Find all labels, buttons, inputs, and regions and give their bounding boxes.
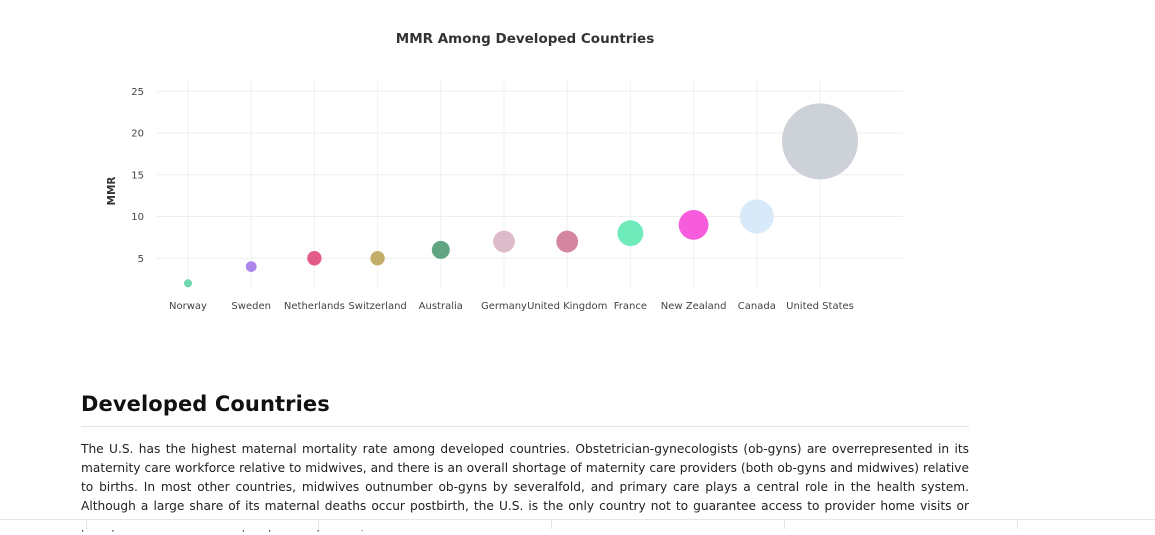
- bubble-point[interactable]: [739, 199, 774, 234]
- x-tick-label: United Kingdom: [527, 301, 607, 312]
- x-tick-label: Norway: [169, 301, 207, 312]
- bubble-point[interactable]: [617, 220, 644, 247]
- x-tick-label: Switzerland: [348, 301, 406, 312]
- bubble-point[interactable]: [370, 251, 385, 266]
- article-section: Developed Countries The U.S. has the hig…: [81, 392, 969, 535]
- x-tick-label: Australia: [419, 301, 463, 312]
- y-tick-label: 10: [131, 212, 144, 223]
- y-tick-label: 20: [131, 129, 144, 140]
- y-tick-label: 25: [131, 87, 144, 98]
- footer-divider: [0, 519, 1155, 530]
- bubble-point[interactable]: [245, 261, 257, 272]
- x-tick-label: Netherlands: [284, 301, 345, 312]
- y-tick-label: 15: [131, 170, 144, 181]
- chart-title: MMR Among Developed Countries: [396, 31, 654, 47]
- y-tick-label: 5: [138, 254, 144, 265]
- grid-lines: [157, 80, 903, 288]
- x-tick-label: Canada: [738, 301, 776, 312]
- y-tick-labels: 5 10 15 20 25: [131, 87, 144, 265]
- footer-divider-mark: [86, 519, 87, 529]
- bubbles: [184, 103, 858, 288]
- chart-container: MMR Among Developed Countries MMR 5 10 15 2…: [106, 31, 903, 312]
- footer-divider-mark: [551, 519, 552, 529]
- section-heading: Developed Countries: [81, 392, 969, 427]
- footer-divider-mark: [1017, 519, 1018, 529]
- x-tick-label: Germany: [481, 301, 527, 312]
- bubble-point[interactable]: [782, 103, 858, 180]
- bubble-point[interactable]: [431, 240, 450, 259]
- footer-divider-mark: [318, 519, 319, 529]
- footer-divider-mark: [784, 519, 785, 529]
- bubble-chart: MMR Among Developed Countries MMR 5 10 15 2…: [106, 31, 903, 312]
- bubble-point[interactable]: [307, 251, 322, 266]
- x-tick-label: Sweden: [231, 301, 271, 312]
- x-tick-label: France: [614, 301, 647, 312]
- x-tick-label: United States: [786, 301, 854, 312]
- x-tick-labels: Norway Sweden Netherlands Switzerland Austra…: [169, 301, 854, 312]
- y-axis-label: MMR: [106, 177, 118, 206]
- bubble-point[interactable]: [556, 230, 579, 253]
- bubble-point[interactable]: [678, 209, 709, 240]
- x-tick-label: New Zealand: [661, 301, 727, 312]
- bubble-point[interactable]: [184, 279, 192, 288]
- bubble-point[interactable]: [493, 230, 515, 253]
